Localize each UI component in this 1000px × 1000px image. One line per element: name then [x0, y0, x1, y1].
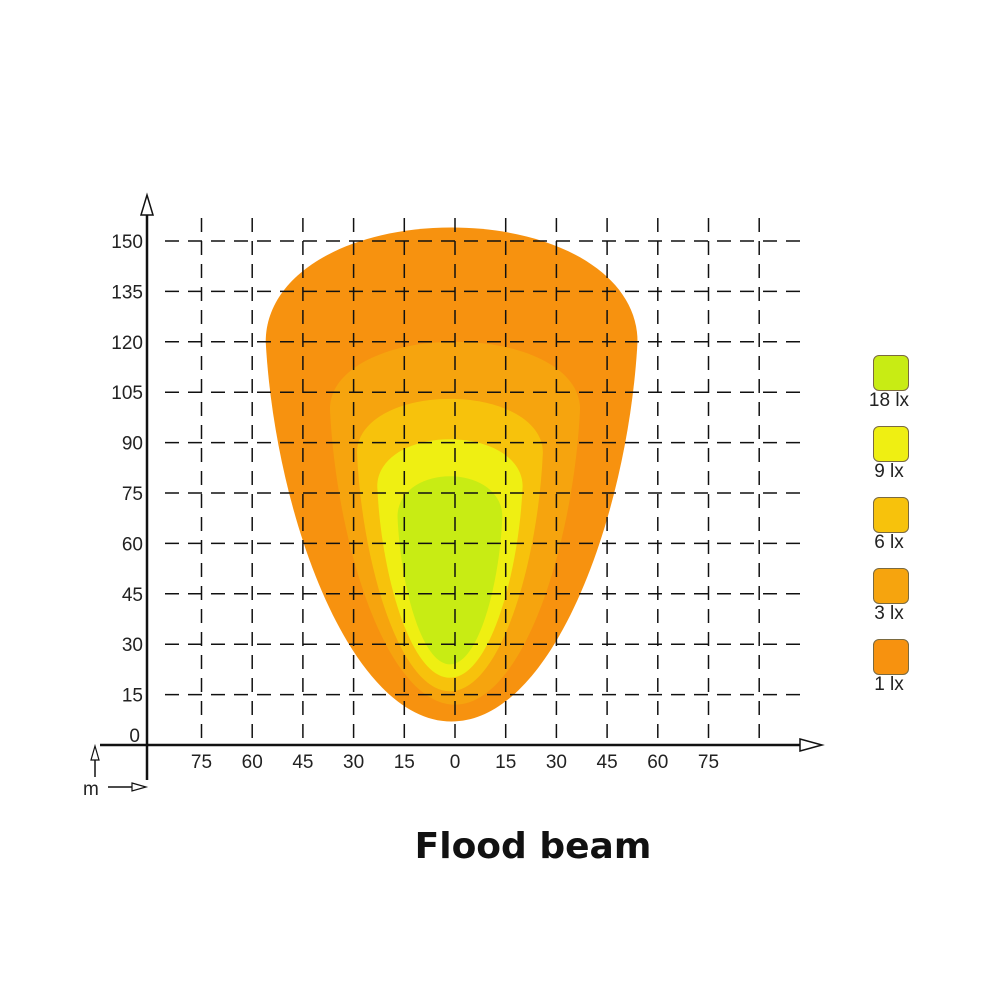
legend-swatch: [873, 355, 909, 391]
chart-title: Flood beam: [414, 826, 652, 867]
legend-item: 3 lx: [866, 568, 918, 639]
unit-arrow-right-icon: [131, 782, 149, 792]
legend-swatch: [873, 568, 909, 604]
legend: 18 lx 9 lx 6 lx 3 lx 1 lx: [866, 355, 918, 710]
legend-item: 1 lx: [866, 639, 918, 710]
x-tick-label: 15: [495, 752, 516, 773]
legend-item: 6 lx: [866, 497, 918, 568]
legend-swatch: [873, 426, 909, 462]
x-tick-label: 15: [394, 752, 415, 773]
legend-swatch: [873, 639, 909, 675]
y-tick-label: 75: [122, 484, 143, 505]
legend-item: 9 lx: [866, 426, 918, 497]
y-tick-label: 105: [111, 383, 143, 404]
y-tick-label: 30: [122, 635, 143, 656]
contour-18-lx: [397, 476, 503, 665]
y-tick-label: 0: [129, 726, 140, 747]
x-tick-label: 30: [343, 752, 364, 773]
x-tick-label: 0: [450, 752, 461, 773]
unit-arrow-up-icon: [90, 743, 100, 761]
x-axis-unit-label: m: [83, 779, 99, 800]
y-tick-label: 135: [111, 282, 143, 303]
y-tick-label: 60: [122, 534, 143, 555]
x-tick-label: 75: [698, 752, 719, 773]
y-axis-arrow-icon: [139, 192, 155, 216]
legend-label: 6 lx: [874, 532, 904, 553]
contour-layer: [265, 227, 638, 722]
y-tick-label: 90: [122, 434, 143, 455]
x-tick-label: 45: [292, 752, 313, 773]
x-tick-label: 60: [242, 752, 263, 773]
y-tick-label: 45: [122, 585, 143, 606]
y-tick-label: 15: [122, 686, 143, 707]
legend-label: 1 lx: [874, 674, 904, 695]
x-tick-label: 75: [191, 752, 212, 773]
legend-label: 18 lx: [868, 390, 910, 411]
grid: [165, 218, 800, 745]
y-tick-label: 150: [111, 232, 143, 253]
legend-label: 3 lx: [874, 603, 904, 624]
legend-item: 18 lx: [866, 355, 918, 426]
x-tick-label: 45: [597, 752, 618, 773]
x-tick-label: 30: [546, 752, 567, 773]
axes: [90, 192, 825, 792]
x-tick-label: 60: [647, 752, 668, 773]
legend-swatch: [873, 497, 909, 533]
x-axis-arrow-icon: [799, 738, 825, 752]
legend-label: 9 lx: [874, 461, 904, 482]
y-tick-label: 120: [111, 333, 143, 354]
